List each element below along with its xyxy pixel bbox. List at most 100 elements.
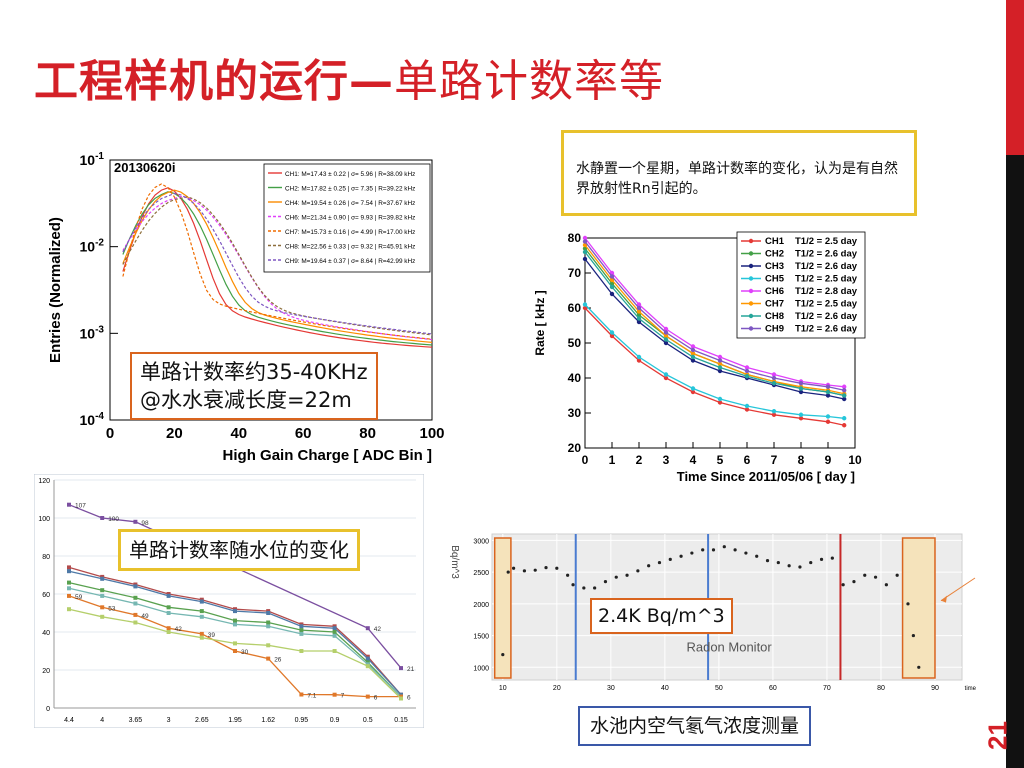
y-tick-label: 2000: [473, 602, 489, 609]
level-point: [299, 631, 304, 636]
legend-marker: [748, 263, 754, 269]
level-point: [67, 586, 71, 591]
rate-point: [717, 400, 723, 405]
radon-point: [733, 548, 737, 552]
x-tick-label: 2.65: [195, 717, 209, 724]
rate-point: [717, 358, 723, 363]
rate-point: [636, 354, 642, 360]
level-point: [266, 620, 271, 625]
level-point: [266, 611, 271, 615]
rate-point: [636, 316, 642, 321]
level-point: [133, 519, 138, 524]
rate-point: [609, 277, 615, 283]
highlight-range: [493, 537, 512, 679]
x-tick-label: 4.4: [64, 717, 74, 724]
histogram-series: [122, 192, 433, 335]
level-point: [67, 607, 71, 612]
rate-point: [663, 340, 669, 346]
rate-point: [690, 389, 696, 395]
radon-point: [841, 583, 845, 587]
legend-series-name: CH8: [765, 311, 784, 322]
rate-point: [690, 386, 696, 391]
level-point: [199, 614, 204, 619]
radon-point: [593, 586, 597, 590]
rate-point: [842, 388, 847, 393]
rate-point: [663, 337, 669, 342]
radon-point: [566, 573, 570, 577]
histogram-series: [122, 195, 433, 341]
legend-label: CH6: M=21.34 ± 0.90 | σ= 9.93 | R=39.82 …: [285, 215, 415, 222]
y-tick-label: 0: [46, 706, 50, 713]
x-tick-label: 0.5: [363, 717, 373, 724]
rate-point: [825, 393, 831, 398]
data-label: 42: [175, 626, 183, 633]
level-point: [100, 605, 105, 610]
y-tick-label: 70: [568, 266, 582, 280]
rate-point: [842, 416, 847, 421]
level-point: [399, 666, 403, 671]
radon-point: [679, 554, 683, 558]
level-point: [332, 630, 337, 634]
legend-marker: [748, 313, 754, 319]
radon-point: [647, 564, 651, 568]
x-tick-label: 60: [295, 425, 312, 442]
radon-point: [582, 586, 586, 590]
level-point: [199, 635, 204, 640]
x-tick-label: 0.9: [330, 717, 340, 724]
x-tick-label: 6: [744, 453, 751, 467]
rate-point: [636, 305, 642, 311]
x-tick-label: 10: [848, 453, 862, 467]
level-point: [166, 611, 171, 615]
rate-point: [609, 291, 615, 297]
rate-point: [609, 284, 615, 290]
radon-point: [522, 569, 527, 573]
radon-value-callout: 2.4K Bq/m^3: [590, 598, 733, 634]
level-point: [299, 692, 304, 697]
level-point: [67, 569, 71, 574]
histogram-series: [122, 196, 433, 336]
legend-box: [736, 231, 866, 339]
data-label: 6: [407, 695, 411, 702]
rate-point: [636, 312, 642, 318]
rate-point: [717, 354, 723, 360]
page-number: 21: [982, 721, 1013, 750]
x-axis-label: High Gain Charge [ ADC Bin ]: [223, 447, 432, 464]
level-point: [332, 633, 337, 638]
data-label: 49: [141, 613, 149, 620]
level-point: [166, 630, 171, 634]
legend-half-life: T1/2 = 2.6 day: [795, 249, 858, 260]
data-label: 98: [141, 520, 149, 527]
x-tick-label: 40: [230, 425, 247, 442]
data-label: 100: [108, 516, 119, 523]
x-tick-label: 0.15: [394, 717, 408, 724]
level-point: [67, 593, 71, 598]
legend-marker: [748, 326, 754, 331]
y-tick-label: 80: [42, 554, 50, 561]
legend-series-name: CH3: [765, 261, 784, 272]
rate-point: [717, 368, 723, 374]
legend-series-name: CH9: [765, 324, 784, 335]
rate-point: [690, 344, 696, 349]
title-bold: 工程样机的运行—: [34, 56, 394, 107]
data-label: 30: [241, 649, 249, 656]
x-tick-label: 50: [715, 685, 723, 692]
radon-point: [571, 583, 575, 587]
y-tick-label: 100: [38, 516, 50, 523]
level-point: [299, 628, 304, 633]
y-tick-label: 50: [568, 336, 582, 350]
y-tick-label: 10-4: [80, 411, 105, 428]
radon-point: [884, 583, 888, 587]
rate-point: [798, 386, 804, 391]
rate-point: [744, 368, 750, 374]
radon-point: [722, 545, 726, 549]
x-tick-label: 8: [798, 453, 805, 467]
y-tick-label: 60: [42, 592, 50, 599]
rate-point: [636, 358, 642, 363]
y-tick-label: 10-3: [80, 324, 105, 341]
x-tick-label: 90: [931, 685, 939, 692]
legend-series-name: CH5: [765, 274, 785, 285]
y-tick-label: 10-2: [80, 238, 105, 255]
y-tick-label: 60: [568, 301, 582, 315]
level-point: [399, 696, 403, 701]
rate-point: [636, 309, 642, 314]
